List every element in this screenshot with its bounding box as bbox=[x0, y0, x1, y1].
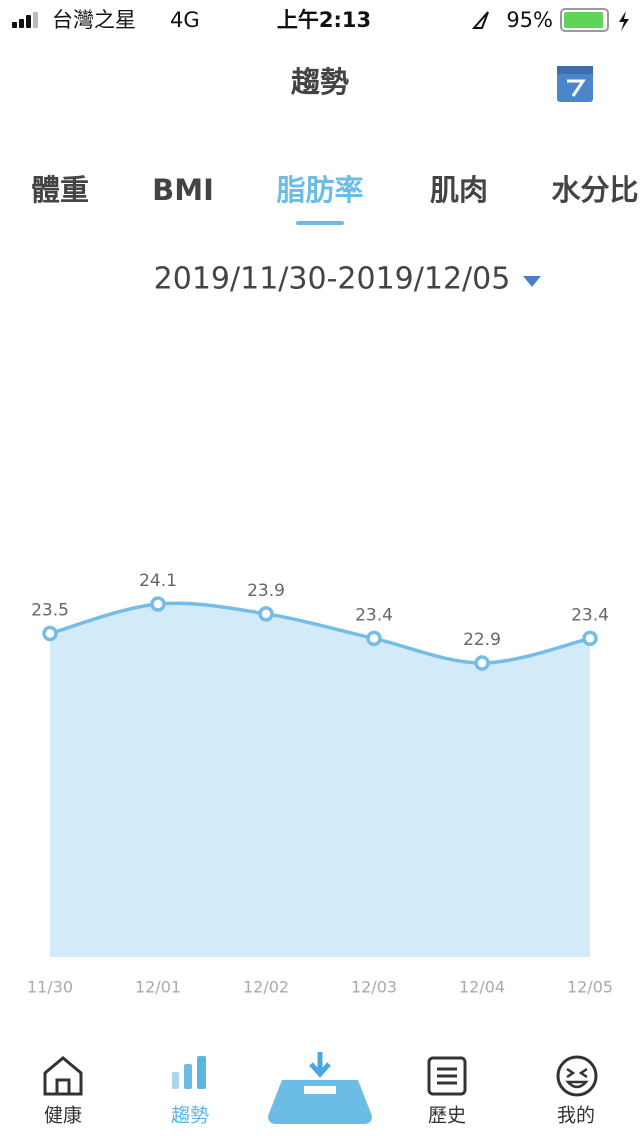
page-title: 趨勢 bbox=[290, 65, 349, 99]
tab[interactable]: 體重 bbox=[31, 173, 89, 207]
x-tick-label: 12/01 bbox=[135, 978, 181, 997]
dropdown-arrow[interactable] bbox=[523, 276, 541, 287]
point bbox=[42, 625, 58, 642]
battery bbox=[560, 8, 629, 32]
nav-icons bbox=[43, 1055, 598, 1097]
x-tick-label: 12/05 bbox=[567, 978, 613, 997]
value-label: 23.4 bbox=[571, 605, 609, 625]
network: 4G bbox=[170, 8, 200, 32]
tab-underline bbox=[296, 221, 344, 225]
calendar-button[interactable] bbox=[557, 66, 593, 102]
nav-label[interactable]: 趨勢 bbox=[171, 1105, 209, 1127]
nav-label[interactable]: 我的 bbox=[557, 1105, 595, 1127]
point bbox=[258, 606, 274, 622]
area bbox=[50, 603, 590, 957]
clock: 上午2:13 bbox=[277, 8, 371, 32]
tab[interactable]: 脂肪率 bbox=[276, 173, 363, 207]
point bbox=[474, 655, 490, 671]
signal bbox=[12, 12, 38, 28]
nav-label[interactable]: 健康 bbox=[44, 1105, 82, 1127]
point bbox=[582, 630, 598, 647]
point bbox=[366, 630, 382, 647]
value-label: 24.1 bbox=[139, 571, 177, 591]
location-icon bbox=[471, 11, 489, 29]
value-label: 22.9 bbox=[463, 630, 501, 650]
date-range[interactable]: 2019/11/30-2019/12/05 bbox=[154, 262, 511, 297]
carrier: 台灣之星 bbox=[52, 8, 136, 32]
nav-label[interactable]: 歷史 bbox=[428, 1105, 466, 1127]
x-tick-label: 12/02 bbox=[243, 978, 289, 997]
scale-button[interactable] bbox=[268, 1052, 372, 1124]
x-tick-label: 12/04 bbox=[459, 978, 505, 997]
x-tick-label: 11/30 bbox=[27, 978, 73, 997]
value-label: 23.5 bbox=[31, 601, 69, 621]
tab[interactable]: 肌肉 bbox=[430, 173, 488, 207]
value-label: 23.4 bbox=[355, 605, 393, 625]
tab[interactable]: BMI bbox=[152, 173, 214, 207]
battery-percent: 95% bbox=[506, 8, 553, 32]
value-label: 23.9 bbox=[247, 581, 285, 601]
tab[interactable]: 水分比 bbox=[551, 173, 638, 207]
line bbox=[49, 601, 591, 665]
x-tick-label: 12/03 bbox=[351, 978, 397, 997]
point bbox=[150, 596, 166, 612]
